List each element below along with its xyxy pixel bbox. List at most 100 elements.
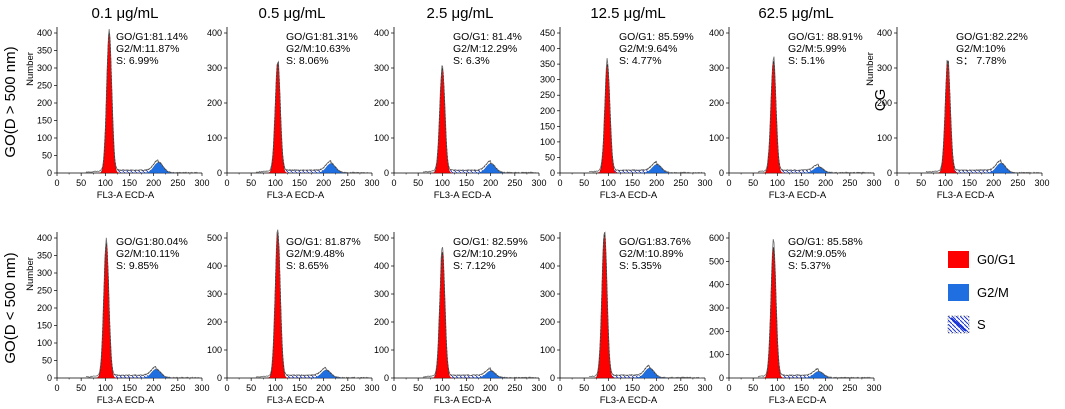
y-tick-label: 0 bbox=[384, 373, 389, 383]
x-axis-title: FL3-A ECD-A bbox=[769, 395, 827, 406]
histogram-panel-r1c6: 0 50 100 150 200 250 300 0 100 200 300 400 FL3-A ECD… bbox=[865, 27, 1050, 201]
x-tick-label: 0 bbox=[557, 178, 562, 188]
x-axis-title: FL3-A ECD-A bbox=[267, 395, 325, 406]
x-axis-title: FL3-A ECD-A bbox=[97, 190, 155, 201]
control-label: CG bbox=[872, 89, 889, 112]
histogram-panel-r1c1: 0 50 100 150 200 250 300 0 50 100 150 200 250 300 350 4… bbox=[25, 27, 210, 201]
phase-statistic: S: 7.12% bbox=[453, 260, 496, 272]
y-tick-label: 200 bbox=[374, 317, 389, 327]
g0g1-peak bbox=[267, 232, 289, 379]
y-tick-label: 300 bbox=[877, 63, 892, 73]
y-tick-label: 400 bbox=[540, 261, 555, 271]
x-tick-label: 150 bbox=[794, 178, 809, 188]
legend-label-g2m: G2/M bbox=[977, 285, 1009, 300]
y-tick-label: 0 bbox=[550, 373, 555, 383]
x-tick-label: 50 bbox=[748, 383, 758, 393]
x-tick-label: 250 bbox=[340, 383, 355, 393]
y-tick-label: 400 bbox=[374, 261, 389, 271]
x-tick-label: 250 bbox=[1010, 178, 1025, 188]
model-fit-line bbox=[90, 243, 198, 379]
s-phase-area bbox=[277, 169, 331, 173]
model-fit-line bbox=[593, 64, 701, 174]
phase-statistic: GO/G1: 85.59% bbox=[619, 31, 694, 43]
x-tick-label: 150 bbox=[122, 383, 137, 393]
x-tick-label: 100 bbox=[268, 178, 283, 188]
x-tick-label: 200 bbox=[649, 178, 664, 188]
histogram-panel-r2c3: 0 50 100 150 200 250 300 0 100 200 300 400 500 FL3-A … bbox=[374, 232, 547, 406]
model-fit-line bbox=[427, 67, 535, 174]
y-tick-label: 400 bbox=[207, 261, 222, 271]
phase-statistic: S: 4.77% bbox=[619, 55, 662, 67]
x-tick-label: 150 bbox=[459, 383, 474, 393]
x-tick-label: 150 bbox=[292, 178, 307, 188]
y-tick-label: 100 bbox=[540, 345, 555, 355]
concentration-title-4: 12.5 μg/mL bbox=[590, 5, 665, 22]
histogram-panel-r1c4: 0 50 100 150 200 250 300 0 50 100 150 200 250 300 350 4… bbox=[540, 27, 713, 201]
y-tick-label: 400 bbox=[37, 28, 52, 38]
phase-statistic: S: 6.99% bbox=[116, 55, 159, 67]
s-phase-area bbox=[106, 374, 157, 378]
y-axis-title: Number bbox=[25, 52, 36, 86]
x-tick-label: 0 bbox=[391, 383, 396, 393]
phase-statistic: S: 5.37% bbox=[788, 260, 831, 272]
x-tick-label: 200 bbox=[146, 178, 161, 188]
y-tick-label: 150 bbox=[37, 321, 52, 331]
phase-statistic: S: 9.85% bbox=[116, 260, 159, 272]
phase-statistic: G2/M:9.48% bbox=[286, 248, 344, 260]
y-tick-label: 0 bbox=[384, 168, 389, 178]
y-tick-label: 150 bbox=[37, 116, 52, 126]
model-fit-line bbox=[593, 232, 701, 379]
s-phase-area bbox=[604, 374, 650, 378]
x-axis-title: FL3-A ECD-A bbox=[267, 190, 325, 201]
row-label-large-go: GO(D > 500 nm) bbox=[2, 46, 19, 157]
y-tick-label: 0 bbox=[887, 168, 892, 178]
phase-statistic: GO/G1:83.76% bbox=[619, 236, 691, 248]
x-tick-label: 100 bbox=[435, 383, 450, 393]
y-tick-label: 200 bbox=[540, 317, 555, 327]
histogram-panel-r1c3: 0 50 100 150 200 250 300 0 100 200 300 400 FL3-A ECD… bbox=[374, 27, 547, 201]
x-tick-label: 150 bbox=[292, 383, 307, 393]
y-tick-label: 300 bbox=[374, 63, 389, 73]
x-tick-label: 250 bbox=[673, 178, 688, 188]
y-tick-label: 0 bbox=[217, 373, 222, 383]
x-axis-title: FL3-A ECD-A bbox=[434, 395, 492, 406]
x-axis-title: FL3-A ECD-A bbox=[600, 190, 658, 201]
x-tick-label: 100 bbox=[938, 178, 953, 188]
s-phase-area bbox=[442, 374, 491, 378]
x-tick-label: 200 bbox=[316, 178, 331, 188]
phase-statistic: G2/M:9.64% bbox=[619, 43, 677, 55]
x-tick-label: 150 bbox=[459, 178, 474, 188]
g0g1-peak bbox=[763, 60, 785, 174]
y-tick-label: 100 bbox=[207, 345, 222, 355]
y-tick-label: 300 bbox=[207, 289, 222, 299]
x-tick-label: 0 bbox=[557, 383, 562, 393]
phase-statistic: S: 5.1% bbox=[788, 55, 825, 67]
concentration-title-2: 0.5 μg/mL bbox=[258, 5, 325, 22]
y-axis-title: Number bbox=[865, 52, 876, 86]
histogram-panel-r2c5: 0 50 100 150 200 250 300 0 100 200 300 400 500 600 FL3… bbox=[709, 232, 882, 406]
y-tick-label: 100 bbox=[37, 133, 52, 143]
s-phase-area bbox=[607, 169, 657, 173]
phase-statistic: S: 6.3% bbox=[453, 55, 490, 67]
x-tick-label: 250 bbox=[673, 383, 688, 393]
y-tick-label: 100 bbox=[37, 338, 52, 348]
phase-statistic: GO/G1: 82.59% bbox=[453, 236, 528, 248]
s-phase-area bbox=[947, 169, 1001, 173]
x-tick-label: 0 bbox=[726, 178, 731, 188]
x-tick-label: 50 bbox=[916, 178, 926, 188]
g2m-peak bbox=[314, 163, 348, 174]
y-tick-label: 300 bbox=[37, 268, 52, 278]
x-tick-label: 50 bbox=[579, 383, 589, 393]
g2m-peak bbox=[802, 371, 835, 379]
x-tick-label: 250 bbox=[507, 383, 522, 393]
x-tick-label: 0 bbox=[726, 383, 731, 393]
phase-statistic: G2/M:10% bbox=[956, 43, 1006, 55]
phase-statistic: S： 7.78% bbox=[956, 55, 1006, 67]
histogram-panels: 0 50 100 150 200 250 300 0 50 100 150 200 250 300 350 4… bbox=[25, 27, 1050, 406]
x-tick-label: 200 bbox=[146, 383, 161, 393]
x-tick-label: 200 bbox=[649, 383, 664, 393]
y-tick-label: 250 bbox=[37, 286, 52, 296]
s-phase-area bbox=[109, 168, 159, 173]
histogram-panel-r2c2: 0 50 100 150 200 250 300 0 100 200 300 400 500 FL3-A … bbox=[207, 229, 380, 406]
